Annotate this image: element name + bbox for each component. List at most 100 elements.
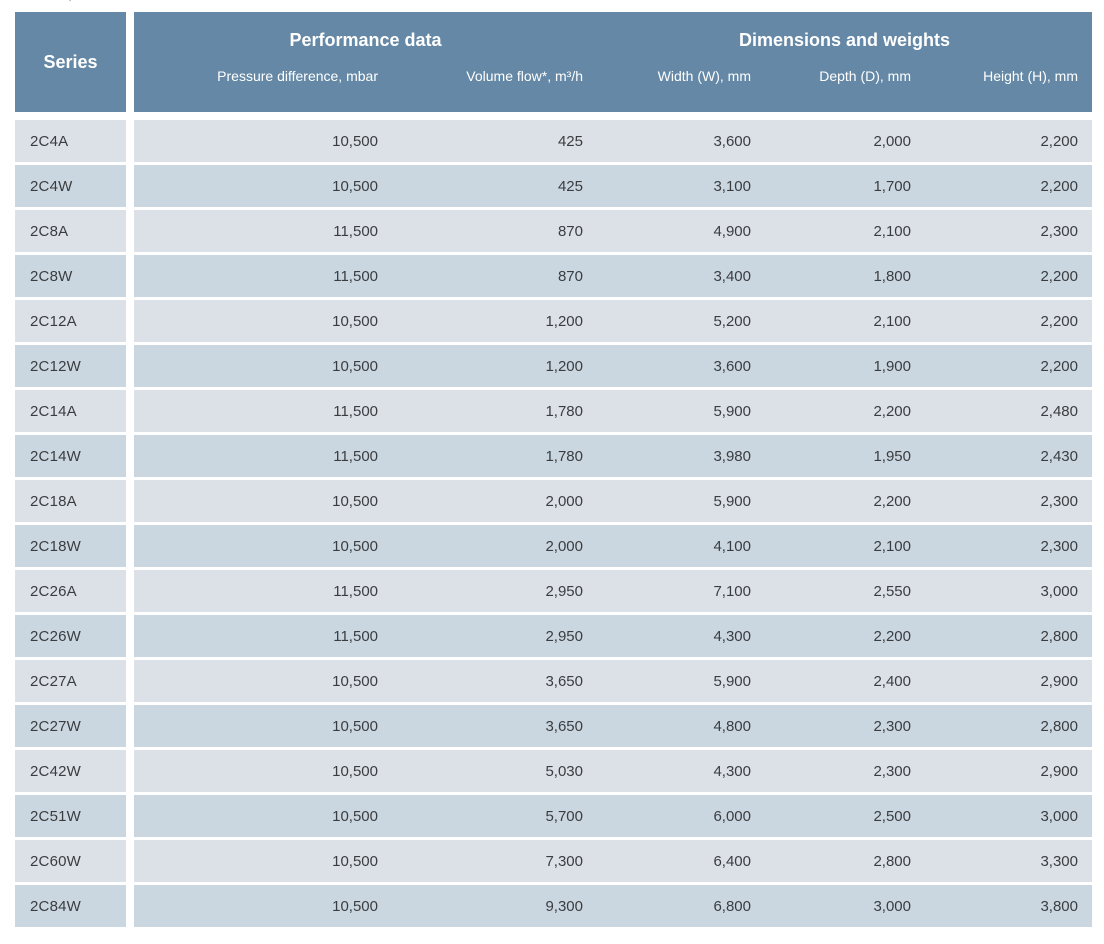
series-cell: 2C18W (15, 525, 126, 567)
table-row: 2C8A 11,500 870 4,900 2,100 2,300 (15, 210, 1092, 252)
table-row: 2C26A 11,500 2,950 7,100 2,550 3,000 (15, 570, 1092, 612)
value-cell: 3,600 (597, 120, 765, 162)
value-cell: 2,400 (765, 660, 925, 702)
value-cell: 3,980 (597, 435, 765, 477)
value-cell: 3,400 (597, 255, 765, 297)
column-header-row: Pressure difference, mbar Volume flow*, … (134, 68, 1092, 112)
value-cell: 2,800 (765, 840, 925, 882)
value-cell: 5,200 (597, 300, 765, 342)
value-cell: 2,300 (765, 705, 925, 747)
value-cell: 3,100 (597, 165, 765, 207)
column-gap (126, 795, 134, 837)
table-row: 2C14W 11,500 1,780 3,980 1,950 2,430 (15, 435, 1092, 477)
value-cell: 11,500 (134, 615, 392, 657)
value-cell: 2,300 (925, 480, 1092, 522)
value-cell: 2,200 (925, 345, 1092, 387)
series-cell: 2C8W (15, 255, 126, 297)
top-artifact-mark: ' (69, 0, 72, 9)
value-cell: 2,100 (765, 210, 925, 252)
value-cell: 10,500 (134, 660, 392, 702)
series-cell: 2C27A (15, 660, 126, 702)
value-cell: 2,200 (925, 300, 1092, 342)
value-cell: 10,500 (134, 795, 392, 837)
value-cell: 2,800 (925, 615, 1092, 657)
value-cell: 11,500 (134, 210, 392, 252)
value-cell: 870 (392, 255, 597, 297)
value-cell: 5,900 (597, 390, 765, 432)
value-cell: 6,800 (597, 885, 765, 927)
value-cell: 2,200 (765, 390, 925, 432)
value-cell: 3,600 (597, 345, 765, 387)
value-cell: 2,100 (765, 525, 925, 567)
value-cell: 3,300 (925, 840, 1092, 882)
value-cell: 2,200 (765, 615, 925, 657)
value-cell: 2,000 (765, 120, 925, 162)
value-cell: 10,500 (134, 480, 392, 522)
column-gap (126, 480, 134, 522)
column-gap (126, 165, 134, 207)
value-cell: 10,500 (134, 750, 392, 792)
value-cell: 2,200 (925, 165, 1092, 207)
column-gap (126, 840, 134, 882)
value-cell: 4,300 (597, 615, 765, 657)
value-cell: 2,950 (392, 615, 597, 657)
table-row: 2C18A 10,500 2,000 5,900 2,200 2,300 (15, 480, 1092, 522)
value-cell: 2,200 (925, 120, 1092, 162)
value-cell: 10,500 (134, 300, 392, 342)
table-row: 2C27W 10,500 3,650 4,800 2,300 2,800 (15, 705, 1092, 747)
series-cell: 2C84W (15, 885, 126, 927)
table-row: 2C26W 11,500 2,950 4,300 2,200 2,800 (15, 615, 1092, 657)
value-cell: 2,200 (925, 255, 1092, 297)
value-cell: 2,000 (392, 525, 597, 567)
group-header-performance: Performance data (289, 29, 442, 50)
value-cell: 2,430 (925, 435, 1092, 477)
value-cell: 5,900 (597, 480, 765, 522)
value-cell: 3,800 (925, 885, 1092, 927)
value-cell: 1,950 (765, 435, 925, 477)
column-gap (126, 255, 134, 297)
column-header-depth: Depth (D), mm (819, 68, 911, 84)
table-row: 2C12W 10,500 1,200 3,600 1,900 2,200 (15, 345, 1092, 387)
value-cell: 10,500 (134, 120, 392, 162)
value-cell: 10,500 (134, 345, 392, 387)
value-cell: 1,800 (765, 255, 925, 297)
value-cell: 2,900 (925, 750, 1092, 792)
column-gap (126, 525, 134, 567)
series-cell: 2C4A (15, 120, 126, 162)
column-gap (126, 660, 134, 702)
value-cell: 1,200 (392, 300, 597, 342)
table-row: 2C42W 10,500 5,030 4,300 2,300 2,900 (15, 750, 1092, 792)
table-row: 2C4W 10,500 425 3,100 1,700 2,200 (15, 165, 1092, 207)
value-cell: 10,500 (134, 705, 392, 747)
value-cell: 4,800 (597, 705, 765, 747)
value-cell: 9,300 (392, 885, 597, 927)
column-gap (126, 300, 134, 342)
table-row: 2C8W 11,500 870 3,400 1,800 2,200 (15, 255, 1092, 297)
value-cell: 2,950 (392, 570, 597, 612)
column-header-width: Width (W), mm (657, 68, 751, 84)
value-cell: 1,780 (392, 390, 597, 432)
column-header-volume-flow: Volume flow*, m³/h (466, 68, 583, 84)
value-cell: 1,700 (765, 165, 925, 207)
series-cell: 2C18A (15, 480, 126, 522)
column-gap (126, 750, 134, 792)
value-cell: 7,100 (597, 570, 765, 612)
value-cell: 10,500 (134, 525, 392, 567)
value-cell: 11,500 (134, 435, 392, 477)
table-row: 2C18W 10,500 2,000 4,100 2,100 2,300 (15, 525, 1092, 567)
value-cell: 2,100 (765, 300, 925, 342)
column-gap (126, 705, 134, 747)
table-body: 2C4A 10,500 425 3,600 2,000 2,200 2C4W 10,500 42… (15, 120, 1092, 927)
value-cell: 425 (392, 120, 597, 162)
value-cell: 2,300 (925, 525, 1092, 567)
value-cell: 4,300 (597, 750, 765, 792)
column-gap (126, 570, 134, 612)
series-cell: 2C26A (15, 570, 126, 612)
value-cell: 6,400 (597, 840, 765, 882)
value-cell: 7,300 (392, 840, 597, 882)
value-cell: 3,650 (392, 660, 597, 702)
value-cell: 2,550 (765, 570, 925, 612)
table-row: 2C14A 11,500 1,780 5,900 2,200 2,480 (15, 390, 1092, 432)
series-cell: 2C8A (15, 210, 126, 252)
value-cell: 3,000 (925, 795, 1092, 837)
